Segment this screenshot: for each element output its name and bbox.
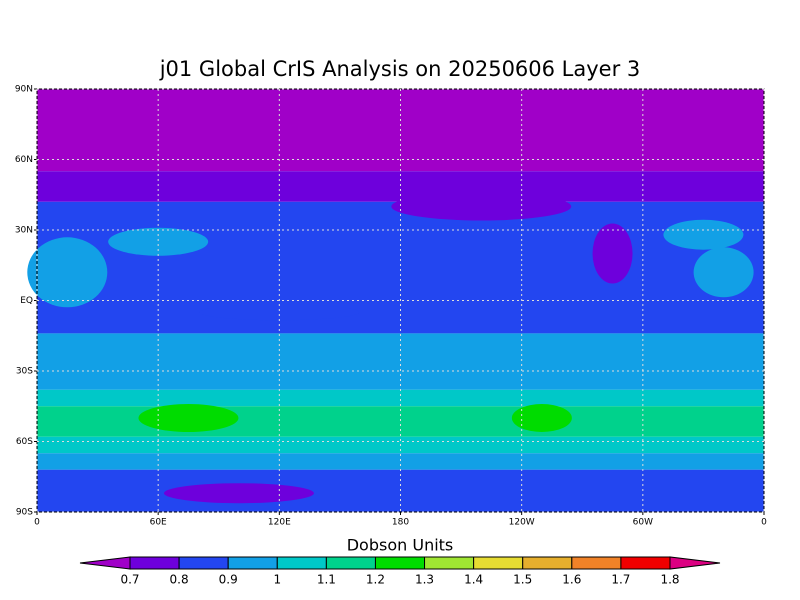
field-patch	[592, 223, 633, 284]
colorbar-box	[276, 556, 327, 570]
field-band	[37, 389, 764, 407]
field-patch	[391, 192, 572, 221]
colorbar-tick-label: 1.6	[562, 573, 581, 587]
field-patch	[138, 404, 239, 432]
colorbar-extend-low	[79, 556, 131, 570]
colorbar-tick-label: 1.1	[317, 573, 336, 587]
colorbar-tick-label: 1.2	[366, 573, 385, 587]
lon-tick-label: 120W	[509, 518, 535, 528]
colorbar-box	[129, 556, 180, 570]
lat-tick-label: 30N	[15, 226, 33, 236]
field-band	[37, 333, 764, 390]
lon-tick-label: 0	[34, 518, 40, 528]
colorbar-label: Dobson Units	[347, 536, 454, 555]
lon-tick-label: 60E	[150, 518, 167, 528]
colorbar-box	[227, 556, 278, 570]
colorbar-box	[473, 556, 524, 570]
lon-tick-label: 120E	[268, 518, 291, 528]
colorbar-tick-label: 0.9	[219, 573, 238, 587]
colorbar-tick-label: 1.5	[513, 573, 532, 587]
lat-tick-label: EQ	[20, 296, 33, 306]
colorbar-tick-label: 0.7	[120, 573, 139, 587]
colorbar-box	[522, 556, 573, 570]
colorbar-box	[374, 556, 426, 570]
field-patch	[511, 404, 572, 432]
colorbar-tick-label: 1.7	[611, 573, 630, 587]
colorbar-box	[571, 556, 622, 570]
colorbar-box	[620, 556, 671, 570]
colorbar-box	[424, 556, 475, 570]
field-patch	[693, 247, 754, 298]
lon-tick-label: 0	[761, 518, 767, 528]
lat-tick-label: 60S	[16, 437, 33, 447]
field-patch	[27, 237, 108, 308]
field-patch	[163, 483, 314, 504]
field-patch	[199, 304, 360, 321]
lat-tick-label: 30S	[16, 367, 33, 377]
lat-tick-label: 60N	[15, 155, 33, 165]
colorbar-box	[178, 556, 229, 570]
field-band	[37, 453, 764, 470]
field-band	[37, 171, 764, 202]
field-patch	[663, 219, 744, 250]
lat-tick-label: 90N	[15, 85, 33, 95]
title: j01 Global CrIS Analysis on 20250606 Lay…	[159, 57, 641, 81]
colorbar-tick-label: 0.8	[170, 573, 189, 587]
colorbar-tick-label: 1.3	[415, 573, 434, 587]
field-band	[37, 201, 764, 334]
colorbar-extend-high	[669, 556, 721, 570]
colorbar-tick-label: 1.4	[464, 573, 483, 587]
lon-tick-label: 180	[392, 518, 409, 528]
colorbar-tick-label: 1	[273, 573, 281, 587]
lat-tick-label: 90S	[16, 508, 33, 518]
colorbar-tick-label: 1.8	[660, 573, 679, 587]
lon-tick-label: 60W	[633, 518, 653, 528]
colorbar-box	[325, 556, 376, 570]
field-patch	[108, 227, 209, 256]
